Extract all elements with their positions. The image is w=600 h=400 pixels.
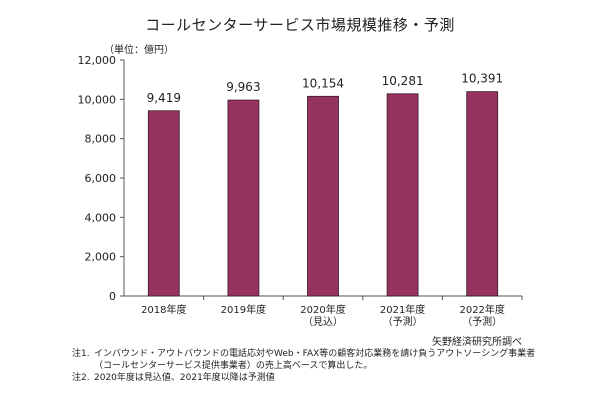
unit-label: （単位：億円） xyxy=(104,45,174,56)
bar-value-label: 10,281 xyxy=(382,74,424,88)
x-category-label: 2019年度 xyxy=(221,303,266,316)
note-1-line-2: （コールセンターサービス提供事業者）の売上高ベースで算出した。 xyxy=(94,361,373,371)
x-category-label: 2020年度 xyxy=(300,303,345,316)
note-1-line-1: インバウンド・アウトバウンドの電話応対やWeb・FAX等の顧客対応業務を請け負う… xyxy=(94,349,536,359)
note-1-label: 注1. xyxy=(72,349,90,359)
bar-value-label: 10,154 xyxy=(302,76,344,90)
source-label: 矢野経済研究所調べ xyxy=(432,337,522,348)
bar xyxy=(227,99,260,297)
bar xyxy=(307,95,339,297)
notes: 注1. インバウンド・アウトバウンドの電話応対やWeb・FAX等の顧客対応業務を… xyxy=(72,348,592,384)
y-tick-label: 6,000 xyxy=(85,172,117,185)
x-category-label: （見込） xyxy=(303,316,343,328)
note-2-label: 注2. xyxy=(72,373,90,383)
bar-value-label: 9,419 xyxy=(147,91,181,105)
y-tick-label: 12,000 xyxy=(78,54,117,67)
chart-title: コールセンターサービス市場規模推移・予測 xyxy=(145,16,455,34)
x-category-label: （予測） xyxy=(383,315,423,328)
note-2: 注2. 2020年度は見込値、2021年度以降は予測値 xyxy=(72,372,592,384)
bar xyxy=(386,93,419,297)
bar-value-label: 10,391 xyxy=(461,72,503,86)
y-tick-label: 2,000 xyxy=(85,251,117,264)
note-2-line-1: 2020年度は見込値、2021年度以降は予測値 xyxy=(94,373,275,383)
y-tick-label: 10,000 xyxy=(78,93,117,106)
y-tick-label: 0 xyxy=(109,290,116,303)
note-1: 注1. インバウンド・アウトバウンドの電話応対やWeb・FAX等の顧客対応業務を… xyxy=(72,348,592,360)
y-tick-label: 4,000 xyxy=(85,211,117,224)
x-category-label: （予測） xyxy=(462,315,502,328)
x-category-label: 2018年度 xyxy=(141,303,186,316)
x-category-label: 2022年度 xyxy=(459,303,504,316)
y-tick-label: 8,000 xyxy=(85,133,117,146)
x-category-label: 2021年度 xyxy=(380,303,425,316)
bar-value-label: 9,963 xyxy=(226,80,260,94)
bar xyxy=(466,91,499,297)
bar xyxy=(147,110,180,297)
